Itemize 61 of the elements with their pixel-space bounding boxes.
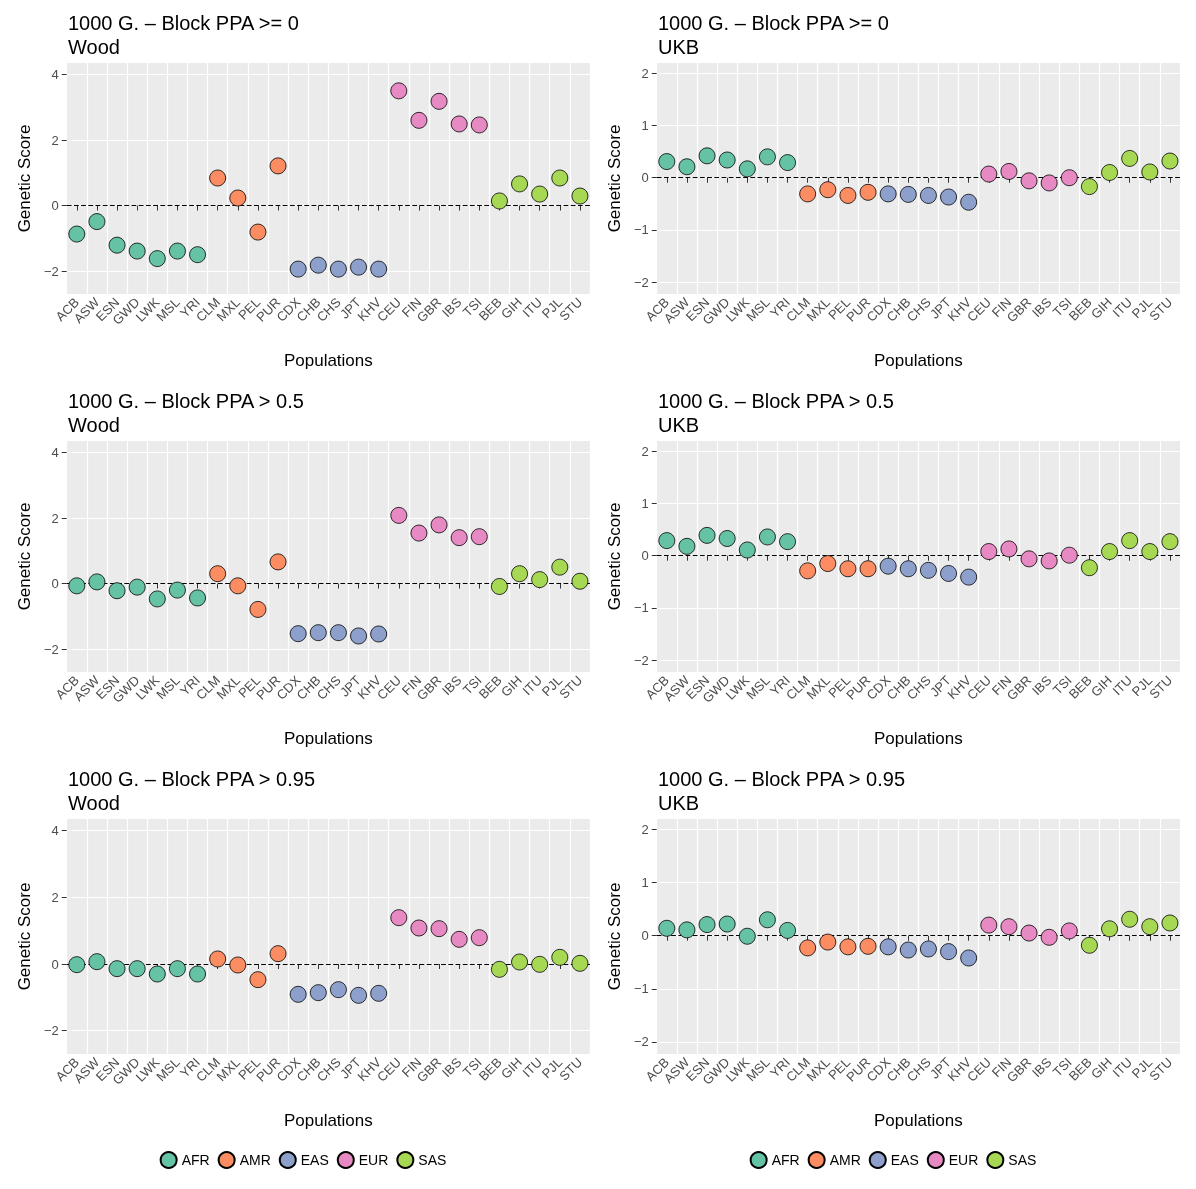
chart-title: 1000 G. – Block PPA > 0.5 bbox=[68, 390, 304, 412]
y-tick-label: 2 bbox=[641, 443, 649, 459]
y-tick-label: −2 bbox=[633, 1034, 649, 1050]
x-axis-title: Populations bbox=[873, 351, 963, 370]
y-tick-label: −2 bbox=[43, 263, 59, 279]
legend-label: EAS bbox=[890, 1152, 919, 1168]
x-axis-title: Populations bbox=[873, 1111, 963, 1130]
x-axis-title: Populations bbox=[283, 1111, 373, 1130]
legend-label: AFR bbox=[771, 1152, 800, 1168]
legend-label: SAS bbox=[1008, 1152, 1037, 1168]
y-tick-label: 0 bbox=[641, 928, 649, 944]
y-tick-label: 2 bbox=[51, 510, 59, 526]
y-axis-title: Genetic Score bbox=[605, 882, 624, 991]
y-tick-label: −1 bbox=[633, 981, 649, 997]
legend-label: AMR bbox=[829, 1152, 861, 1168]
y-tick-label: −2 bbox=[633, 652, 649, 668]
y-tick-label: 1 bbox=[641, 118, 649, 134]
y-tick-label: −2 bbox=[43, 1023, 59, 1039]
chart-subtitle: UKB bbox=[658, 36, 700, 58]
y-tick-label: 1 bbox=[641, 496, 649, 512]
chart-title: 1000 G. – Block PPA > 0.95 bbox=[658, 768, 906, 790]
y-tick-label: 0 bbox=[51, 956, 59, 972]
y-tick-label: 4 bbox=[51, 66, 59, 82]
y-tick-label: 2 bbox=[51, 132, 59, 148]
chart-title: 1000 G. – Block PPA > 0.95 bbox=[68, 768, 316, 790]
chart-title: 1000 G. – Block PPA > 0.5 bbox=[658, 390, 894, 412]
y-tick-label: 4 bbox=[51, 823, 59, 839]
chart-subtitle: Wood bbox=[68, 792, 120, 814]
legend-label: EAS bbox=[300, 1152, 329, 1168]
chart-title: 1000 G. – Block PPA >= 0 bbox=[658, 12, 889, 34]
y-tick-label: 2 bbox=[641, 65, 649, 81]
y-tick-label: −2 bbox=[43, 641, 59, 657]
legend-label: EUR bbox=[948, 1152, 979, 1168]
chart-subtitle: Wood bbox=[68, 36, 120, 58]
chart-subtitle: Wood bbox=[68, 414, 120, 436]
y-tick-label: 0 bbox=[51, 198, 59, 214]
y-axis-title: Genetic Score bbox=[15, 124, 34, 233]
x-axis-title: Populations bbox=[283, 729, 373, 748]
legend-label: AMR bbox=[239, 1152, 271, 1168]
legend-label: EUR bbox=[358, 1152, 389, 1168]
x-axis-title: Populations bbox=[283, 351, 373, 370]
y-axis-title: Genetic Score bbox=[15, 502, 34, 611]
legend-label: SAS bbox=[418, 1152, 447, 1168]
x-axis-title: Populations bbox=[873, 729, 963, 748]
legend-label: AFR bbox=[181, 1152, 210, 1168]
chart-subtitle: UKB bbox=[658, 792, 700, 814]
y-tick-label: −1 bbox=[633, 222, 649, 238]
chart-title: 1000 G. – Block PPA >= 0 bbox=[68, 12, 299, 34]
y-tick-label: 0 bbox=[641, 548, 649, 564]
y-tick-label: 0 bbox=[51, 576, 59, 592]
y-tick-label: 1 bbox=[641, 875, 649, 891]
y-axis-title: Genetic Score bbox=[605, 124, 624, 233]
y-tick-label: 4 bbox=[51, 444, 59, 460]
y-axis-title: Genetic Score bbox=[605, 502, 624, 611]
y-tick-label: 2 bbox=[51, 889, 59, 905]
y-tick-label: −2 bbox=[633, 274, 649, 290]
y-axis-title: Genetic Score bbox=[15, 882, 34, 991]
y-tick-label: −1 bbox=[633, 600, 649, 616]
chart-subtitle: UKB bbox=[658, 414, 700, 436]
y-tick-label: 0 bbox=[641, 170, 649, 186]
y-tick-label: 2 bbox=[641, 822, 649, 838]
